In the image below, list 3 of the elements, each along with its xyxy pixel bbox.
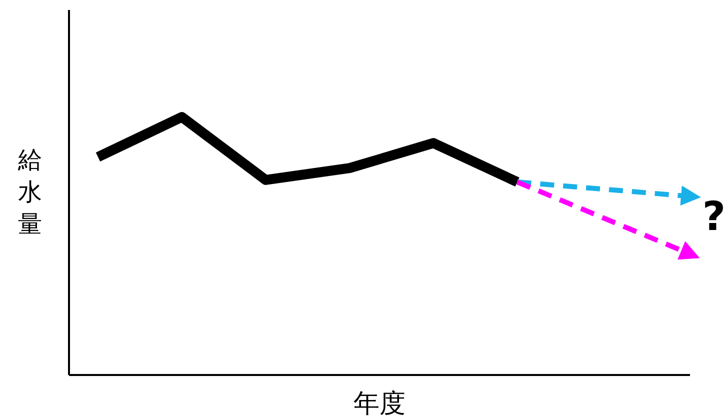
y-axis-title: 給水量	[17, 146, 42, 238]
text: ?	[702, 194, 726, 240]
x-axis-title: 年度	[354, 389, 406, 419]
